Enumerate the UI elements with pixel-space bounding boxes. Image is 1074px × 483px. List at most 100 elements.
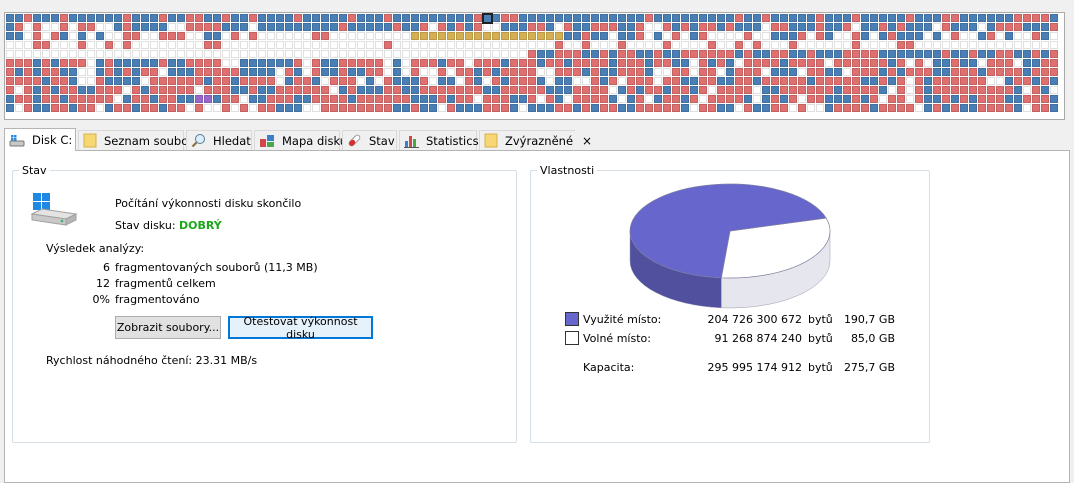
disk-block [258, 59, 266, 67]
disk-block [123, 86, 131, 94]
disk-block [33, 23, 41, 31]
disk-block [222, 32, 230, 40]
disk-block [645, 95, 653, 103]
disk-block [294, 104, 302, 112]
disk-block [231, 77, 239, 85]
disk-block [303, 23, 311, 31]
tab-search[interactable]: Hledat [186, 130, 252, 150]
disk-block [393, 68, 401, 76]
disk-block [807, 50, 815, 58]
disk-block [906, 23, 914, 31]
tab-statistics[interactable]: Statistics [399, 130, 479, 150]
disk-block [726, 95, 734, 103]
disk-block [870, 59, 878, 67]
disk-block [618, 86, 626, 94]
disk-block [24, 41, 32, 49]
disk-block [1005, 50, 1013, 58]
disk-block [834, 77, 842, 85]
disk-block [42, 14, 50, 22]
disk-block [105, 86, 113, 94]
block-selection-cursor[interactable] [482, 13, 493, 24]
disk-block-map[interactable] [4, 12, 1065, 120]
disk-block [996, 68, 1004, 76]
disk-block [771, 32, 779, 40]
disk-block [276, 77, 284, 85]
disk-block [987, 23, 995, 31]
disk-block [132, 95, 140, 103]
disk-block [771, 86, 779, 94]
disk-block [771, 23, 779, 31]
disk-block [294, 86, 302, 94]
disk-block [600, 14, 608, 22]
disk-block [852, 41, 860, 49]
tab-state[interactable]: Stav [342, 130, 397, 150]
disk-block [969, 59, 977, 67]
disk-block [249, 14, 257, 22]
disk-block [753, 32, 761, 40]
disk-block [708, 104, 716, 112]
tab-file-list[interactable]: Seznam souborů [78, 130, 200, 150]
disk-block [411, 104, 419, 112]
disk-block [807, 59, 815, 67]
disk-block [942, 95, 950, 103]
disk-block [735, 59, 743, 67]
disk-block [933, 41, 941, 49]
disk-block [438, 41, 446, 49]
disk-block [600, 95, 608, 103]
disk-block [924, 23, 932, 31]
disk-block [393, 86, 401, 94]
show-files-button[interactable]: Zobrazit soubory... [115, 316, 221, 339]
disk-block [276, 104, 284, 112]
disk-block [465, 41, 473, 49]
disk-block [546, 59, 554, 67]
disk-block [519, 14, 527, 22]
disk-block [105, 77, 113, 85]
disk-block [744, 14, 752, 22]
disk-block [699, 23, 707, 31]
disk-block [528, 104, 536, 112]
disk-block [249, 41, 257, 49]
disk-block [6, 50, 14, 58]
disk-block [600, 77, 608, 85]
disk-block [807, 14, 815, 22]
disk-block [330, 86, 338, 94]
disk-block [573, 77, 581, 85]
disk-block [663, 14, 671, 22]
disk-block [204, 23, 212, 31]
disk-block [636, 59, 644, 67]
disk-block [303, 68, 311, 76]
disk-block [186, 41, 194, 49]
tab-highlighted[interactable]: Zvýrazněné × [479, 130, 592, 150]
disk-block [969, 86, 977, 94]
disk-block [1023, 68, 1031, 76]
disk-block [960, 77, 968, 85]
disk-block [555, 41, 563, 49]
disk-block [24, 86, 32, 94]
disk-block [123, 14, 131, 22]
disk-block [249, 95, 257, 103]
disk-block [438, 59, 446, 67]
disk-block [708, 68, 716, 76]
disk-block [105, 68, 113, 76]
disk-block [231, 14, 239, 22]
disk-block [780, 68, 788, 76]
disk-block [888, 59, 896, 67]
disk-block [456, 14, 464, 22]
tab-close-button[interactable]: × [582, 133, 593, 148]
disk-block [303, 95, 311, 103]
tab-disk-c[interactable]: Disk C: [4, 128, 76, 151]
disk-block [879, 77, 887, 85]
disk-block [519, 77, 527, 85]
disk-block [528, 50, 536, 58]
disk-block [573, 23, 581, 31]
disk-block [519, 59, 527, 67]
disk-block [1041, 104, 1049, 112]
disk-block [42, 95, 50, 103]
disk-block [1005, 68, 1013, 76]
disk-block [141, 14, 149, 22]
tab-disk-map[interactable]: Mapa disku [254, 130, 347, 150]
disk-block [987, 77, 995, 85]
disk-block [105, 50, 113, 58]
disk-block [429, 50, 437, 58]
test-performance-button[interactable]: Otestovat výkonnost disku [228, 315, 373, 341]
